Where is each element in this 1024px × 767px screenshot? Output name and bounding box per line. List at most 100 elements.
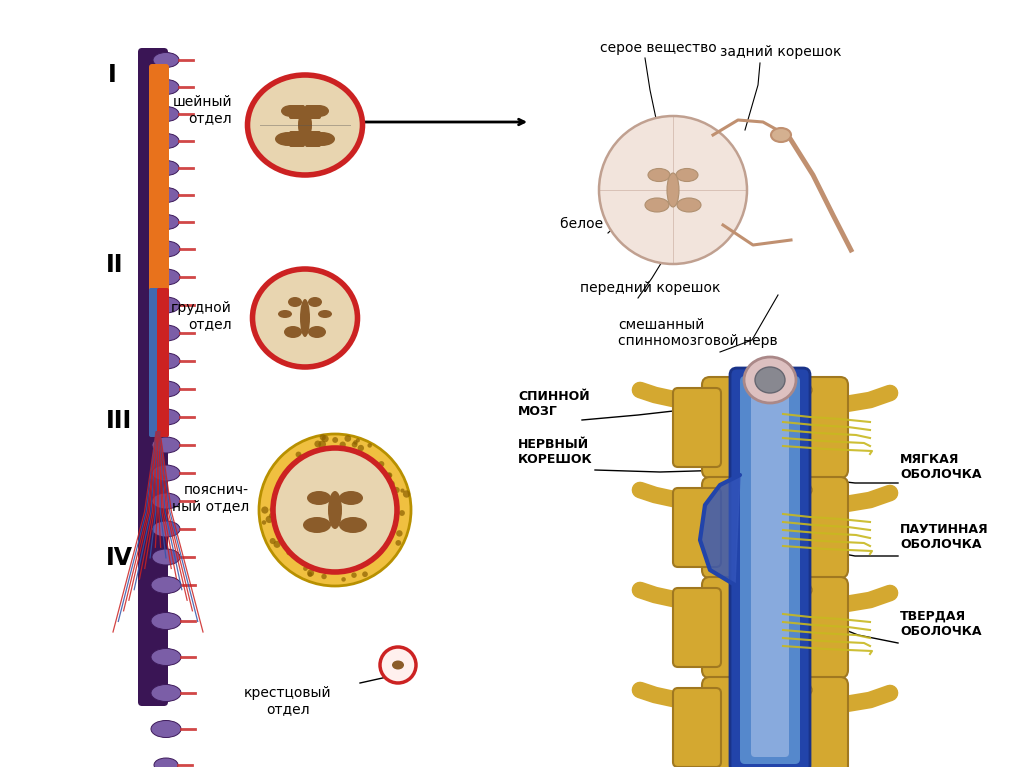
FancyBboxPatch shape: [150, 64, 169, 295]
Ellipse shape: [794, 683, 812, 697]
Ellipse shape: [738, 683, 756, 697]
FancyBboxPatch shape: [702, 677, 848, 767]
Text: III: III: [106, 409, 132, 433]
Ellipse shape: [152, 521, 180, 537]
Text: НЕРВНЫЙ
КОРЕШОК: НЕРВНЫЙ КОРЕШОК: [518, 438, 593, 466]
Circle shape: [380, 647, 416, 683]
FancyBboxPatch shape: [702, 577, 848, 678]
Circle shape: [307, 570, 314, 577]
Ellipse shape: [152, 381, 180, 397]
Text: МЯГКАЯ
ОБОЛОЧКА: МЯГКАЯ ОБОЛОЧКА: [900, 453, 981, 481]
Text: СПИННОЙ
МОЗГ: СПИННОЙ МОЗГ: [518, 390, 590, 418]
Ellipse shape: [253, 269, 357, 367]
Circle shape: [599, 116, 746, 264]
Ellipse shape: [328, 491, 342, 529]
Ellipse shape: [677, 198, 701, 212]
FancyBboxPatch shape: [157, 288, 169, 437]
Circle shape: [269, 507, 274, 512]
Ellipse shape: [152, 353, 180, 369]
Circle shape: [319, 434, 326, 440]
FancyBboxPatch shape: [673, 688, 721, 767]
FancyBboxPatch shape: [702, 377, 848, 478]
FancyBboxPatch shape: [740, 376, 800, 764]
FancyBboxPatch shape: [289, 131, 305, 147]
Circle shape: [400, 489, 404, 492]
FancyBboxPatch shape: [138, 48, 168, 706]
Ellipse shape: [676, 169, 698, 182]
Ellipse shape: [152, 297, 180, 313]
Circle shape: [357, 445, 364, 451]
FancyBboxPatch shape: [150, 288, 161, 437]
Ellipse shape: [152, 409, 180, 425]
Circle shape: [273, 448, 397, 572]
Ellipse shape: [794, 583, 812, 597]
Circle shape: [402, 490, 411, 498]
Ellipse shape: [152, 549, 180, 565]
Circle shape: [396, 530, 402, 537]
Ellipse shape: [151, 684, 181, 702]
Circle shape: [262, 520, 266, 525]
Text: пояснич-
ный отдел: пояснич- ный отдел: [172, 483, 249, 513]
Ellipse shape: [308, 297, 322, 307]
Ellipse shape: [771, 128, 791, 142]
Circle shape: [341, 577, 346, 581]
Ellipse shape: [308, 326, 326, 338]
Text: смешанный
спинномозговой нерв: смешанный спинномозговой нерв: [618, 318, 777, 348]
Ellipse shape: [667, 173, 679, 207]
Ellipse shape: [339, 491, 362, 505]
FancyBboxPatch shape: [673, 488, 721, 567]
Ellipse shape: [744, 357, 796, 403]
Ellipse shape: [151, 649, 181, 666]
Circle shape: [368, 443, 372, 448]
Ellipse shape: [152, 269, 180, 285]
Text: шейный
отдел: шейный отдел: [172, 95, 232, 125]
Ellipse shape: [151, 577, 181, 594]
Ellipse shape: [318, 310, 332, 318]
Circle shape: [355, 438, 359, 443]
Circle shape: [261, 506, 268, 514]
Circle shape: [314, 440, 322, 447]
Circle shape: [265, 515, 273, 523]
Circle shape: [298, 455, 304, 460]
Ellipse shape: [309, 132, 335, 146]
FancyBboxPatch shape: [673, 388, 721, 467]
Ellipse shape: [153, 80, 179, 94]
Ellipse shape: [794, 383, 812, 397]
Circle shape: [388, 481, 395, 487]
Ellipse shape: [298, 109, 312, 141]
Ellipse shape: [284, 326, 302, 338]
Ellipse shape: [153, 215, 179, 229]
Ellipse shape: [303, 517, 331, 533]
Text: I: I: [108, 63, 117, 87]
Ellipse shape: [275, 132, 301, 146]
Text: IV: IV: [106, 546, 133, 570]
Circle shape: [269, 513, 274, 518]
Circle shape: [287, 550, 292, 555]
Ellipse shape: [153, 160, 179, 176]
Text: ПАУТИННАЯ
ОБОЛОЧКА: ПАУТИННАЯ ОБОЛОЧКА: [900, 523, 988, 551]
Text: серое вещество: серое вещество: [600, 41, 717, 55]
Circle shape: [351, 572, 356, 578]
Ellipse shape: [153, 133, 179, 149]
Circle shape: [344, 435, 351, 442]
Circle shape: [322, 436, 329, 443]
Text: передний корешок: передний корешок: [580, 281, 721, 295]
Circle shape: [296, 452, 301, 457]
Ellipse shape: [151, 613, 181, 630]
Ellipse shape: [738, 583, 756, 597]
FancyBboxPatch shape: [751, 383, 790, 757]
FancyBboxPatch shape: [673, 588, 721, 667]
Ellipse shape: [152, 493, 180, 509]
Ellipse shape: [392, 660, 404, 670]
Ellipse shape: [152, 437, 180, 453]
Ellipse shape: [300, 299, 310, 337]
Ellipse shape: [738, 383, 756, 397]
Text: белое вещество: белое вещество: [560, 217, 678, 231]
Text: крестцовый
отдел: крестцовый отдел: [244, 686, 332, 716]
Circle shape: [269, 538, 275, 544]
Circle shape: [259, 434, 411, 586]
Ellipse shape: [339, 517, 367, 533]
Circle shape: [322, 574, 327, 579]
Circle shape: [385, 472, 391, 479]
Ellipse shape: [152, 241, 180, 257]
